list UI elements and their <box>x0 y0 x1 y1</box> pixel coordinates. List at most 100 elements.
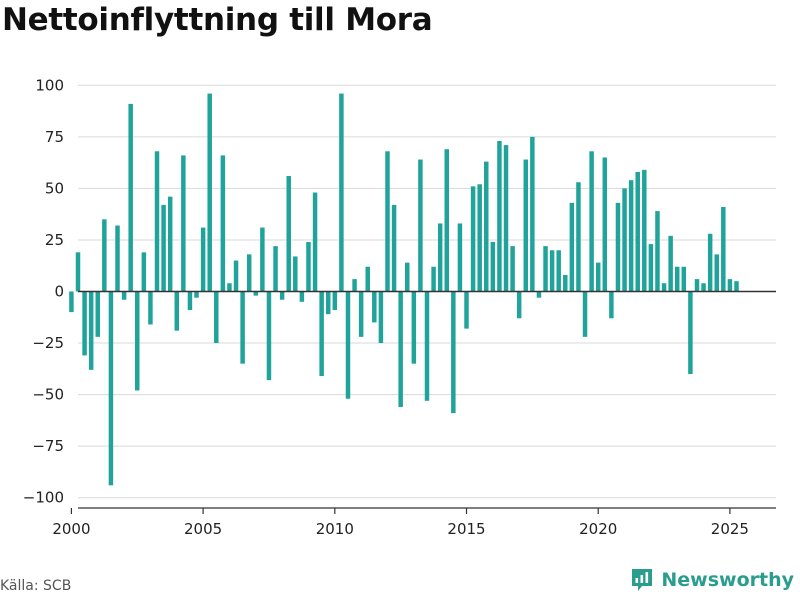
chart-title: Nettoinflyttning till Mora <box>2 2 433 38</box>
bar <box>161 204 166 292</box>
bar <box>214 291 219 344</box>
bar <box>108 291 114 486</box>
bar <box>576 182 581 292</box>
bar <box>530 136 535 292</box>
bar <box>121 291 127 300</box>
bar <box>615 202 621 292</box>
bars <box>69 93 739 486</box>
bar <box>325 291 331 315</box>
bar <box>694 279 700 292</box>
bar <box>365 266 370 292</box>
bar <box>490 242 496 292</box>
newsworthy-logo: Newsworthy <box>630 566 794 594</box>
bar <box>569 202 575 292</box>
bar <box>227 283 232 292</box>
bar <box>707 233 713 292</box>
bar <box>233 260 239 292</box>
bar <box>431 266 436 292</box>
bar <box>648 244 654 292</box>
bar <box>714 254 719 292</box>
bar <box>135 291 140 391</box>
bar <box>622 188 627 292</box>
bar <box>260 227 265 292</box>
bar <box>266 291 272 381</box>
y-tick-label: 75 <box>45 128 64 146</box>
bar <box>200 227 206 292</box>
bar <box>701 283 706 292</box>
bar <box>391 204 397 292</box>
bar <box>319 291 324 377</box>
bar <box>332 291 338 311</box>
bar <box>128 103 133 292</box>
bar <box>595 262 601 292</box>
bar <box>405 262 410 292</box>
bar <box>556 250 561 292</box>
brand-name: Newsworthy <box>661 569 794 591</box>
y-tick-label: 0 <box>54 283 64 301</box>
bar <box>734 281 739 292</box>
bar <box>661 283 667 292</box>
y-tick-label: −25 <box>32 334 64 352</box>
x-tick-label: 2010 <box>316 520 354 538</box>
bar <box>516 291 522 319</box>
y-tick-label: −75 <box>32 437 64 455</box>
bar <box>306 242 311 292</box>
bar <box>141 252 147 292</box>
bar <box>253 291 259 296</box>
bar <box>589 151 594 292</box>
bar <box>194 291 199 298</box>
bar <box>293 256 298 292</box>
x-tick-label: 2020 <box>579 520 617 538</box>
bar <box>549 250 555 292</box>
bar <box>273 246 278 292</box>
bar <box>484 161 489 292</box>
bar <box>69 291 74 313</box>
bar <box>174 291 180 331</box>
bar <box>411 291 417 364</box>
bar <box>497 140 502 292</box>
bar <box>418 159 423 292</box>
y-tick-label: 25 <box>45 231 64 249</box>
bar <box>668 235 673 292</box>
bar <box>220 155 226 292</box>
y-tick-label: −50 <box>32 386 64 404</box>
bar <box>642 169 647 292</box>
bar <box>102 219 107 292</box>
newsworthy-logo-icon <box>632 569 653 591</box>
bar <box>358 291 364 337</box>
bar <box>628 180 634 292</box>
bar <box>609 291 614 319</box>
bar <box>286 176 291 292</box>
bar <box>503 145 509 292</box>
bar <box>655 211 660 292</box>
bar <box>398 291 403 407</box>
x-tick-label: 2005 <box>184 520 222 538</box>
source-note: Källa: SCB <box>0 578 72 594</box>
axes <box>70 290 776 514</box>
bar <box>563 275 568 292</box>
y-axis-labels: 100 75 50 25 0 −25 −50 −75 −100 <box>23 76 64 506</box>
bar <box>154 151 160 292</box>
bar <box>721 206 726 292</box>
bar <box>385 151 390 292</box>
bar <box>299 291 305 302</box>
bar <box>424 291 430 401</box>
bar <box>345 291 351 399</box>
bar <box>240 291 245 364</box>
x-tick-label: 2015 <box>447 520 485 538</box>
bar <box>312 192 318 292</box>
bar <box>279 291 285 300</box>
bar <box>378 291 384 344</box>
y-tick-label: 100 <box>35 76 64 94</box>
x-axis-labels: 2000 2005 2010 2015 2020 2025 <box>52 520 749 538</box>
bar <box>457 223 463 292</box>
bar <box>477 184 482 292</box>
x-tick-label: 2000 <box>52 520 90 538</box>
bar <box>82 291 87 356</box>
bar <box>470 186 476 292</box>
bar <box>181 155 186 292</box>
bar <box>602 157 608 292</box>
bar <box>148 291 153 325</box>
bar <box>246 254 252 292</box>
